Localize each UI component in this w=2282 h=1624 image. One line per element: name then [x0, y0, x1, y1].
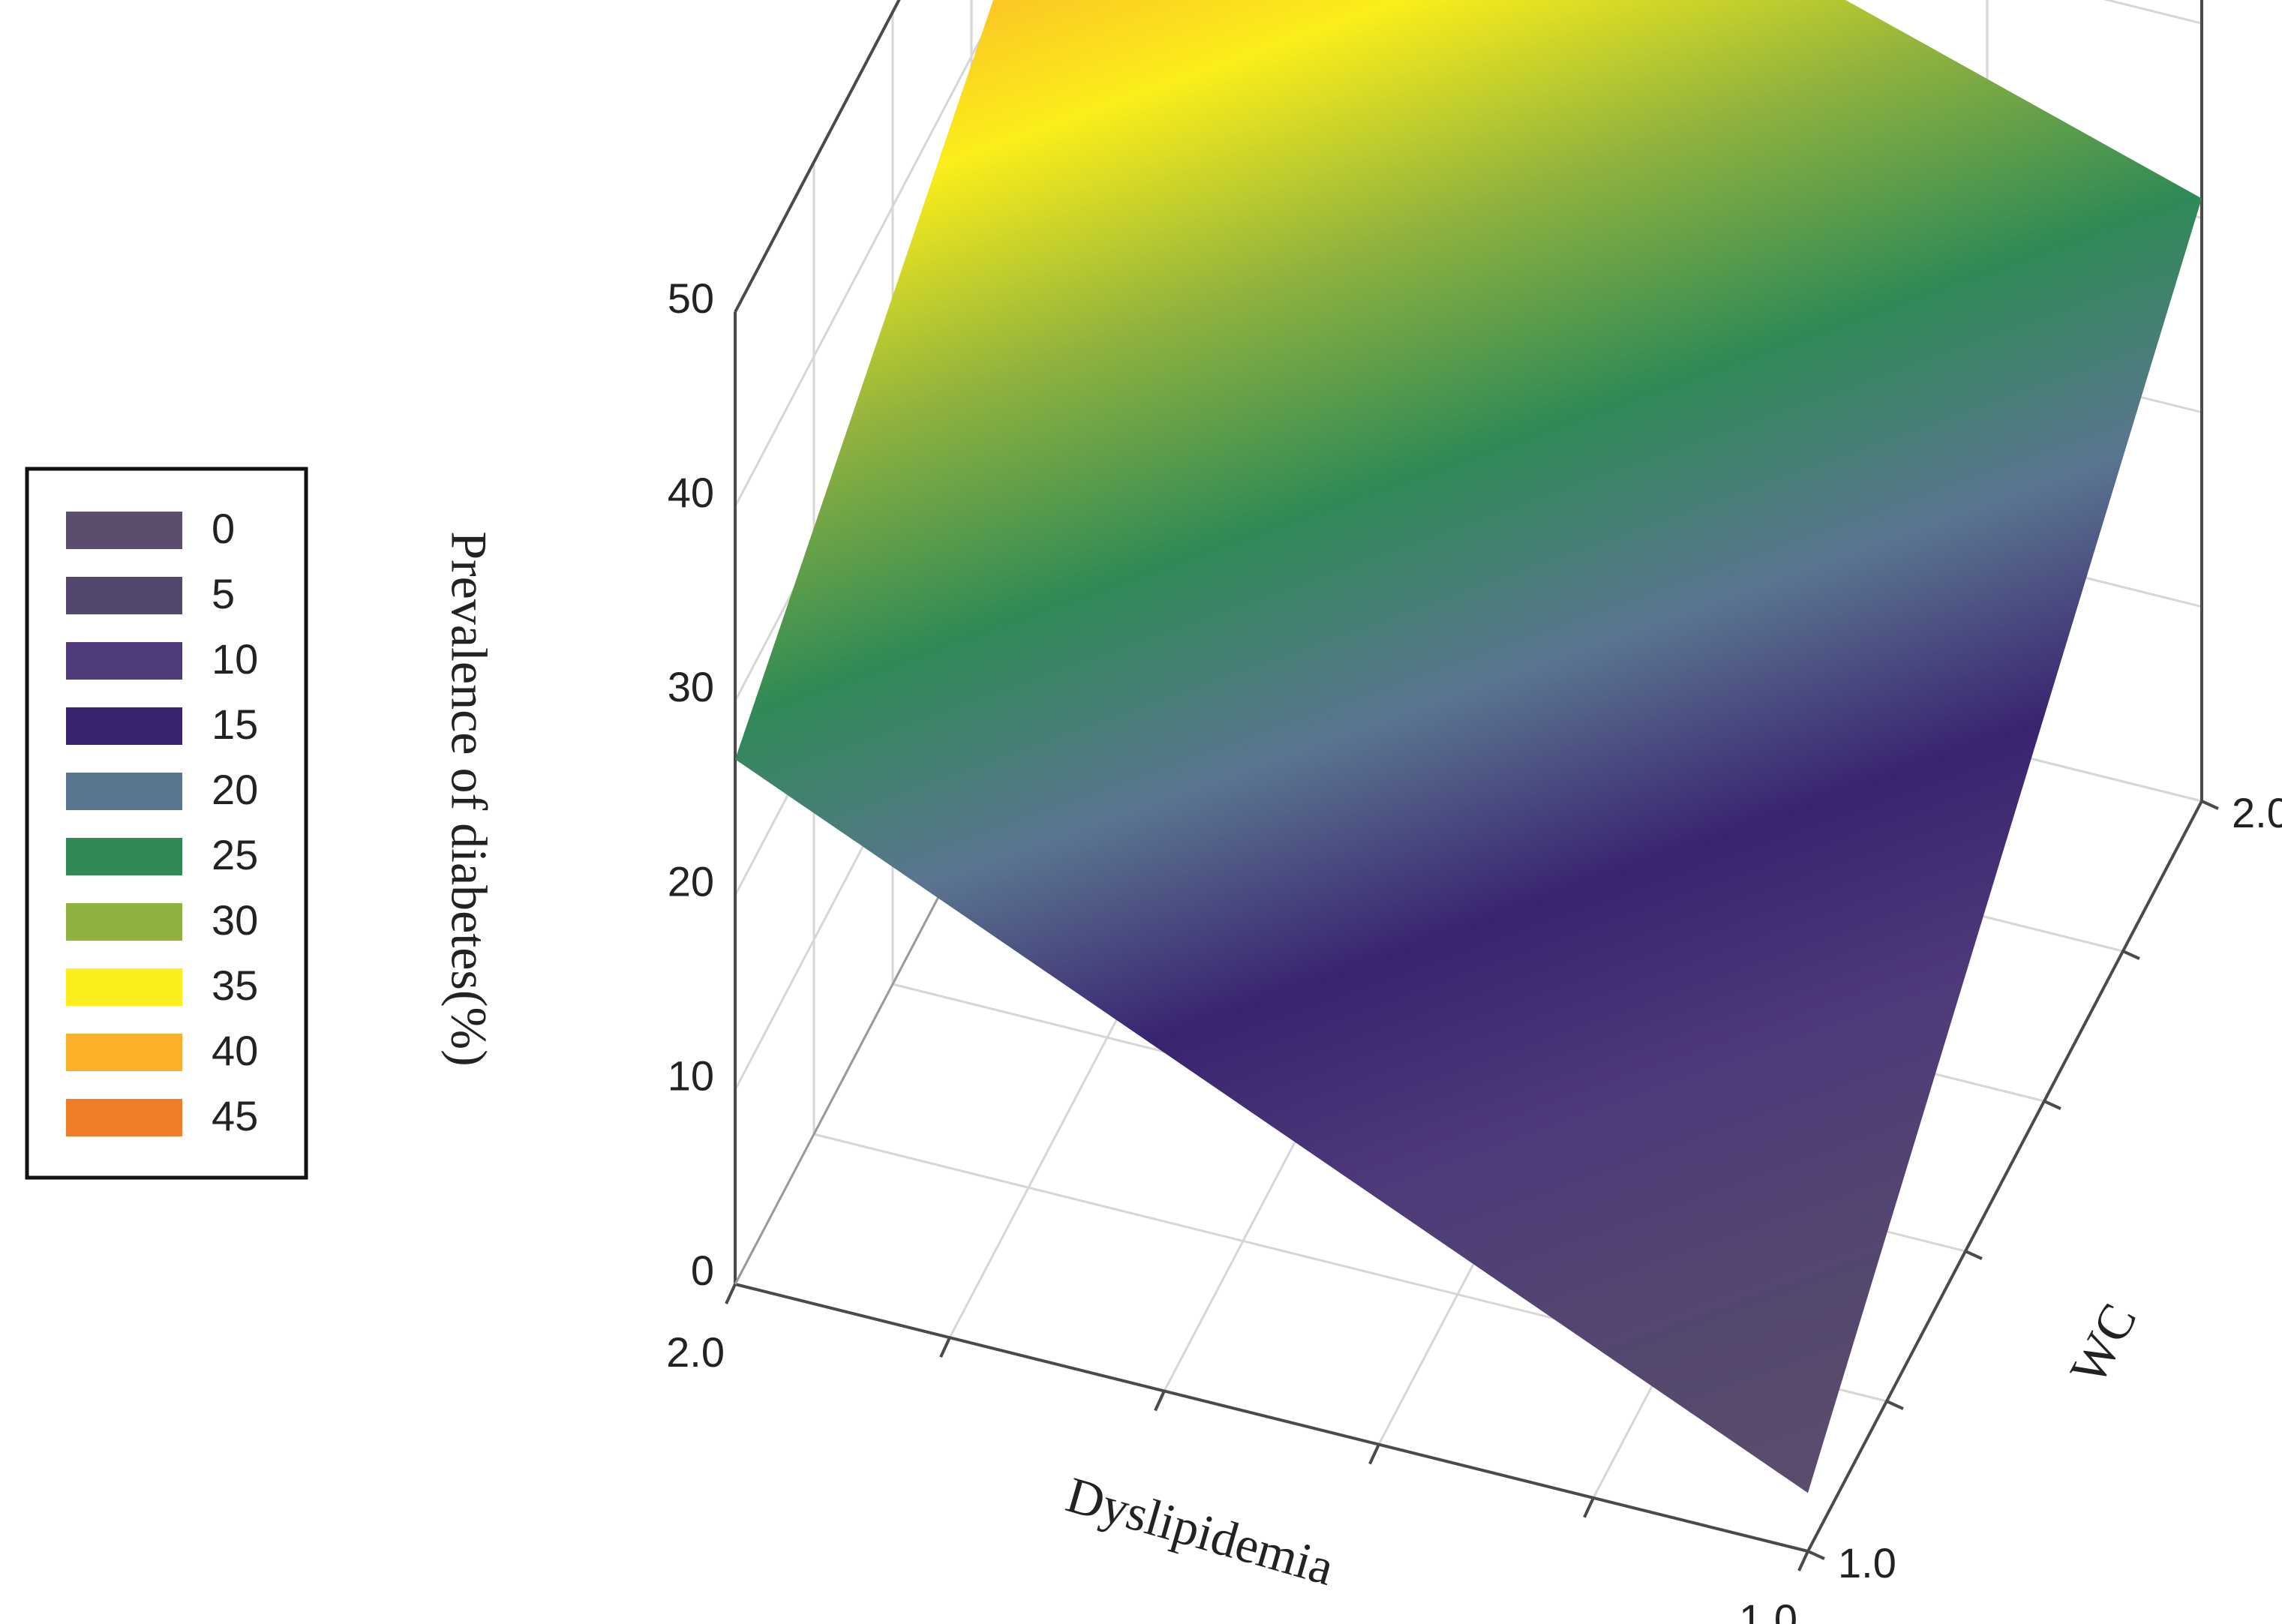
legend-label: 40 [212, 1027, 258, 1074]
y-axis-tick-mark [1807, 1550, 1825, 1560]
z-axis-title: Prevalence of diabetes(%) [440, 531, 497, 1067]
legend-swatch [66, 642, 182, 680]
legend-label: 20 [212, 766, 258, 813]
legend-swatch [66, 838, 182, 875]
legend: 0 5 10 15 20 25 30 35 40 45 [25, 467, 308, 1180]
legend-swatch [66, 903, 182, 941]
box-edge [734, 0, 901, 313]
x-axis-line [734, 1283, 1809, 1553]
surface-polygon [735, 0, 2202, 1493]
legend-frame [25, 467, 308, 1180]
z-tick-label: 20 [668, 857, 714, 905]
x-axis-title: Dyslipidemia [1060, 1466, 1340, 1596]
y-axis-tick-mark [1965, 1250, 1983, 1260]
x-axis-tick-mark [1368, 1443, 1380, 1465]
x-axis-tick-mark [939, 1337, 951, 1358]
legend-swatch [66, 1099, 182, 1136]
legend-label: 30 [212, 896, 258, 944]
legend-swatch [66, 968, 182, 1006]
legend-swatch [66, 577, 182, 614]
x-tick-label: 2.0 [666, 1328, 725, 1376]
y-tick-label: 2.0 [2232, 789, 2282, 836]
legend-label: 10 [212, 635, 258, 683]
legend-swatch [66, 707, 182, 745]
legend-label: 35 [212, 962, 258, 1009]
legend-label: 0 [212, 505, 235, 552]
z-tick-label: 0 [691, 1247, 714, 1294]
x-tick-label: 1.0 [1739, 1595, 1797, 1624]
z-tick-label: 10 [668, 1052, 714, 1100]
y-axis-tick-mark [2043, 1100, 2061, 1110]
tick-labels: 0 10 20 30 40 50 2.0 1.0 1.0 2.0 [666, 275, 2282, 1624]
legend-label: 45 [212, 1092, 258, 1139]
legend-label: 25 [212, 831, 258, 878]
x-axis-tick-mark [1154, 1390, 1166, 1412]
y-axis-tick-mark [1886, 1400, 1904, 1410]
legend-swatch [66, 773, 182, 810]
x-axis-tick-mark [725, 1283, 737, 1304]
z-tick-label: 30 [668, 663, 714, 710]
legend-label: 5 [212, 570, 235, 617]
surface-plane [735, 0, 2202, 1493]
y-tick-label: 1.0 [1838, 1539, 1896, 1586]
legend-swatch [66, 512, 182, 549]
y-axis-line [1806, 800, 2203, 1552]
y-axis-title: WC [2058, 1294, 2148, 1393]
legend-swatch [66, 1034, 182, 1071]
y-axis-tick-mark [2122, 950, 2140, 960]
left-wall-grid-line [734, 0, 1003, 507]
y-axis-tick-mark [2201, 800, 2219, 810]
legend-label: 15 [212, 701, 258, 748]
z-tick-label: 50 [668, 275, 714, 322]
z-tick-label: 40 [668, 469, 714, 516]
x-axis-tick-mark [1583, 1496, 1595, 1518]
x-axis-tick-mark [1797, 1550, 1809, 1571]
